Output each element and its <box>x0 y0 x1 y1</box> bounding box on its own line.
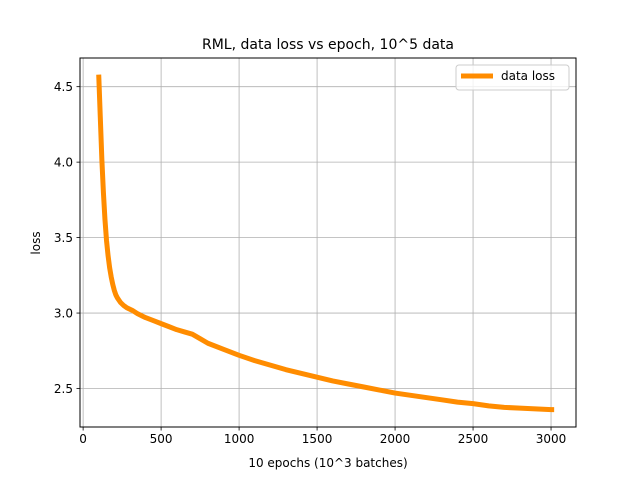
grid <box>80 58 576 427</box>
legend-label: data loss <box>501 69 555 83</box>
plot-frame <box>79 57 577 428</box>
x-tick-label: 3000 <box>536 432 567 446</box>
y-tick-label: 2.5 <box>54 382 73 396</box>
series-layer <box>96 74 555 413</box>
y-tick-label: 3.0 <box>54 307 73 321</box>
x-tick-label: 1500 <box>302 432 333 446</box>
x-tick-label: 2500 <box>458 432 489 446</box>
y-tick-label: 3.5 <box>54 231 73 245</box>
x-axis-label: 10 epochs (10^3 batches) <box>248 456 407 470</box>
x-tick-label: 2000 <box>380 432 411 446</box>
legend: data loss <box>455 64 570 91</box>
x-tick-label: 500 <box>150 432 173 446</box>
x-tick-label: 0 <box>79 432 87 446</box>
series-line-data-loss <box>96 74 555 413</box>
chart-title: RML, data loss vs epoch, 10^5 data <box>202 37 454 53</box>
y-axis-label: loss <box>29 231 43 254</box>
y-tick-label: 4.0 <box>54 156 73 170</box>
x-tick-label: 1000 <box>224 432 255 446</box>
legend-box <box>455 64 570 91</box>
ticks: 0 500 1000 1500 2000 2500 3000 2.5 3.0 3.5 4.0 4.5 <box>54 80 566 446</box>
y-tick-label: 4.5 <box>54 80 73 94</box>
